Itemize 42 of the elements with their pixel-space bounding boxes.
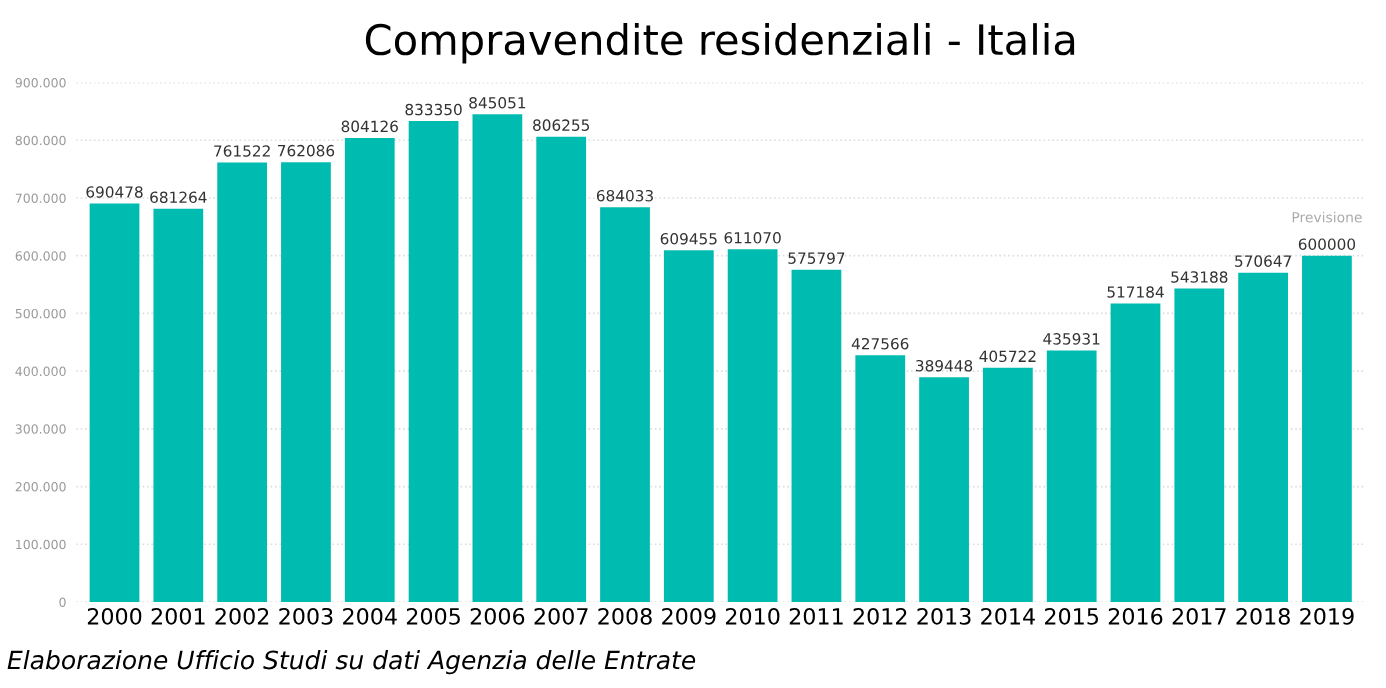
x-tick-label: 2013 bbox=[917, 607, 971, 625]
bar bbox=[600, 207, 650, 602]
x-tick-label: 2004 bbox=[343, 607, 397, 625]
bar bbox=[727, 249, 778, 602]
x-tick-label: 2018 bbox=[1236, 607, 1290, 625]
x-tick-label: 2010 bbox=[725, 607, 780, 625]
x-tick-label: 2015 bbox=[1045, 607, 1099, 625]
x-tick-label: 2001 bbox=[151, 607, 205, 625]
bar bbox=[344, 137, 395, 602]
x-tick-label: 2007 bbox=[534, 607, 588, 625]
bar bbox=[153, 208, 204, 602]
x-tick-label: 2000 bbox=[87, 607, 142, 625]
x-tick-label: 2012 bbox=[853, 607, 907, 625]
x-tick-label: 2003 bbox=[279, 607, 333, 625]
bar bbox=[281, 162, 331, 602]
x-tick-label: 2016 bbox=[1108, 607, 1163, 625]
chart-title: Compravendite residenziali - Italia bbox=[365, 23, 1075, 64]
x-tick-label: 2009 bbox=[662, 607, 716, 625]
bar bbox=[791, 269, 842, 602]
bar bbox=[855, 355, 906, 602]
bar bbox=[1302, 255, 1352, 602]
x-tick-label: 2008 bbox=[598, 607, 652, 625]
x-tick-label: 2017 bbox=[1172, 607, 1226, 625]
x-tick-label: 2002 bbox=[215, 607, 269, 625]
bar bbox=[408, 121, 459, 602]
x-tick-label: 2014 bbox=[981, 607, 1035, 625]
bar bbox=[1174, 288, 1225, 602]
bar bbox=[536, 136, 587, 602]
bar bbox=[1046, 350, 1097, 602]
bar bbox=[89, 203, 140, 602]
bar bbox=[217, 162, 268, 602]
x-tick-label: 2019 bbox=[1300, 607, 1354, 625]
x-tick-label: 2011 bbox=[789, 607, 843, 625]
bar bbox=[982, 367, 1033, 602]
text: Elaborazione Ufficio Studi su dati Agenzia delle Entrate bbox=[7, 650, 696, 675]
bar bbox=[472, 114, 523, 602]
bar bbox=[663, 250, 714, 602]
bar bbox=[919, 377, 969, 602]
bar bbox=[1110, 303, 1161, 602]
bar bbox=[1238, 272, 1288, 602]
x-tick-label: 2006 bbox=[470, 607, 525, 625]
x-tick-label: 2005 bbox=[406, 607, 460, 625]
